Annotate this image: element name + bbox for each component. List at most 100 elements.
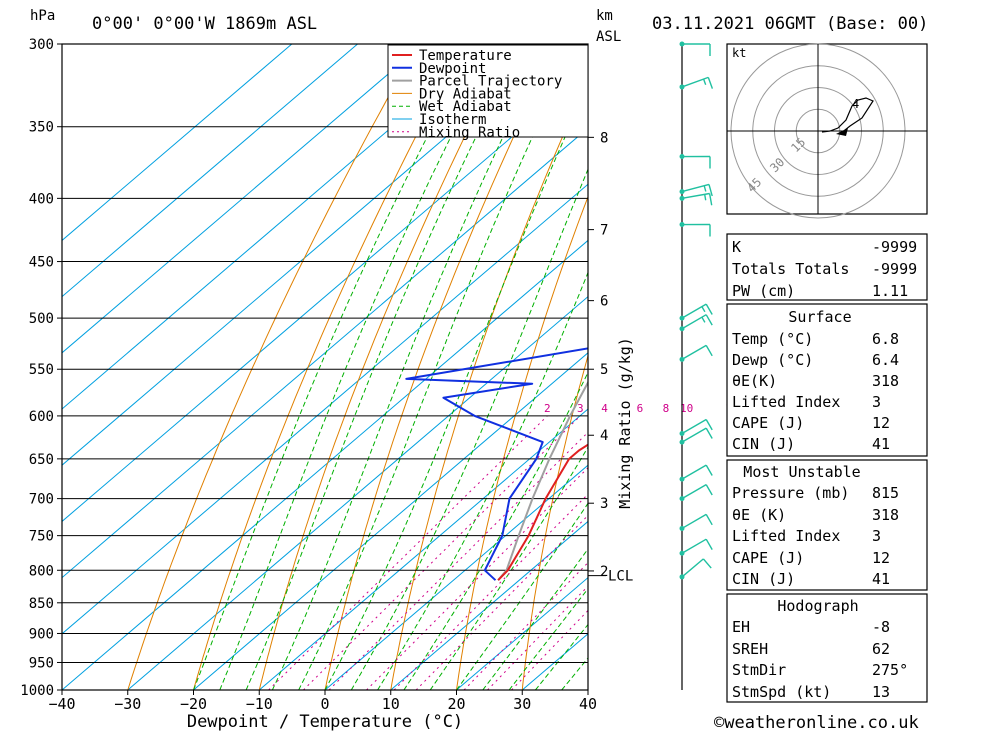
wind-barb-flag [705,303,713,315]
wind-barb-dot [679,326,685,332]
wind-barb-shaft [681,464,707,480]
mixing-ratio-line [303,415,581,690]
wind-barb-flag [707,77,714,89]
surface-table: Surface Temp (°C) 6.8 Dewp (°C) 6.4 θE(K… [726,303,928,457]
y-tick-label: 550 [29,362,54,378]
wind-barb [679,344,713,362]
wet-adiabat-line [456,502,588,690]
wind-barb-flag [708,193,713,206]
legend-label: Dry Adiabat [419,86,512,102]
wet-adiabat-line [298,44,577,690]
wind-barb [679,303,713,321]
surface-thetae-value: 318 [872,372,899,390]
wind-barb-shaft [681,344,707,360]
y-tick-label: 950 [29,655,54,671]
isotherm-line [258,408,588,690]
wind-barb [679,538,713,556]
sreh-value: 62 [872,640,890,658]
wind-barb-flag [705,345,713,357]
surface-li-value: 3 [872,393,881,411]
totals-totals-value: -9999 [872,260,917,278]
x-axis: −40 −30 −20 −10 0 10 20 30 40 [48,690,597,713]
wind-barb-dot [679,574,685,580]
y-tick-label: 350 [29,120,54,136]
pw-label: PW (cm) [732,282,795,300]
wind-barb-shaft [681,183,710,193]
wind-barb-flag [702,558,712,569]
y-tick-label: 300 [29,37,54,53]
isotherm-line [62,44,556,466]
wind-barb-shaft [681,427,707,443]
isotherm-line [324,464,588,690]
dry-adiabat-line [587,683,588,690]
y-tick-label: 600 [29,409,54,425]
wind-barb [679,154,711,169]
mixing-ratio-label: 10 [680,402,693,415]
totals-totals-label: Totals Totals [732,260,849,278]
x-axis-title: Dewpoint / Temperature (°C) [187,712,463,732]
km-tick-label: 7 [600,223,608,239]
wind-barb [679,427,713,445]
wind-barb-flag [705,464,713,476]
x-tick-label: −40 [48,695,75,713]
wet-adiabat-line [350,168,588,690]
wind-barb-half-flag [701,316,706,323]
x-tick-label: 40 [579,695,597,713]
km-tick-label: 5 [600,362,608,378]
y-tick-label: 500 [29,311,54,327]
surface-dewp-label: Dewp (°C) [732,351,813,369]
wet-adiabat-line [403,371,588,690]
wind-barb-flag [705,419,713,431]
wind-barb-dot [679,315,685,321]
y-tick-label: 850 [29,596,54,612]
isotherm-line [62,127,588,579]
wind-barb-flag [705,427,713,439]
wind-barb [679,464,713,482]
storm-motion-marker [836,128,848,136]
wind-barb [679,192,713,206]
wind-barb-dot [679,439,685,445]
y-tick-label: 750 [29,529,54,545]
wind-barb [679,418,713,437]
wind-barb-shaft [681,558,704,578]
km-tick-label: 8 [600,130,608,146]
eh-label: EH [732,618,750,636]
x-tick-label: −30 [114,695,141,713]
y-tick-label: 800 [29,563,54,579]
x-tick-label: −10 [246,695,273,713]
wind-barb-half-flag [704,194,707,201]
wind-barb-flag [705,514,713,526]
legend-box [387,44,589,138]
km-unit-label: km [596,8,613,24]
km-tick-label: 6 [600,294,608,310]
sounding-profiles [405,347,588,581]
hodograph-stats-title: Hodograph [777,597,858,615]
dry-adiabat-line [521,353,588,690]
x-tick-label: 0 [320,695,329,713]
wind-barb [679,222,711,237]
mu-li-label: Lifted Index [732,527,840,545]
surface-cin-value: 41 [872,435,890,453]
wind-barb-column [679,41,714,690]
km-tick-label: 2 [600,564,608,580]
isotherm-line [62,44,424,354]
wind-barb-shaft [681,483,707,500]
k-index-value: -9999 [872,238,917,256]
asl-unit-label: ASL [596,29,621,45]
plot-frame [61,43,589,691]
mixing-ratio-label: 2 [544,402,551,415]
pressure-gridlines [62,43,588,691]
isotherm-line [62,239,588,690]
mu-cape-value: 12 [872,549,890,567]
surface-temp-label: Temp (°C) [732,330,813,348]
wind-barb-half-flag [701,306,706,313]
surface-cape-label: CAPE (J) [732,414,804,432]
km-tick-label: 4 [600,428,608,444]
wind-barb-dot [679,84,685,90]
isotherm-line [127,295,588,690]
legend-label: Dewpoint [419,61,486,77]
eh-value: -8 [872,618,890,636]
